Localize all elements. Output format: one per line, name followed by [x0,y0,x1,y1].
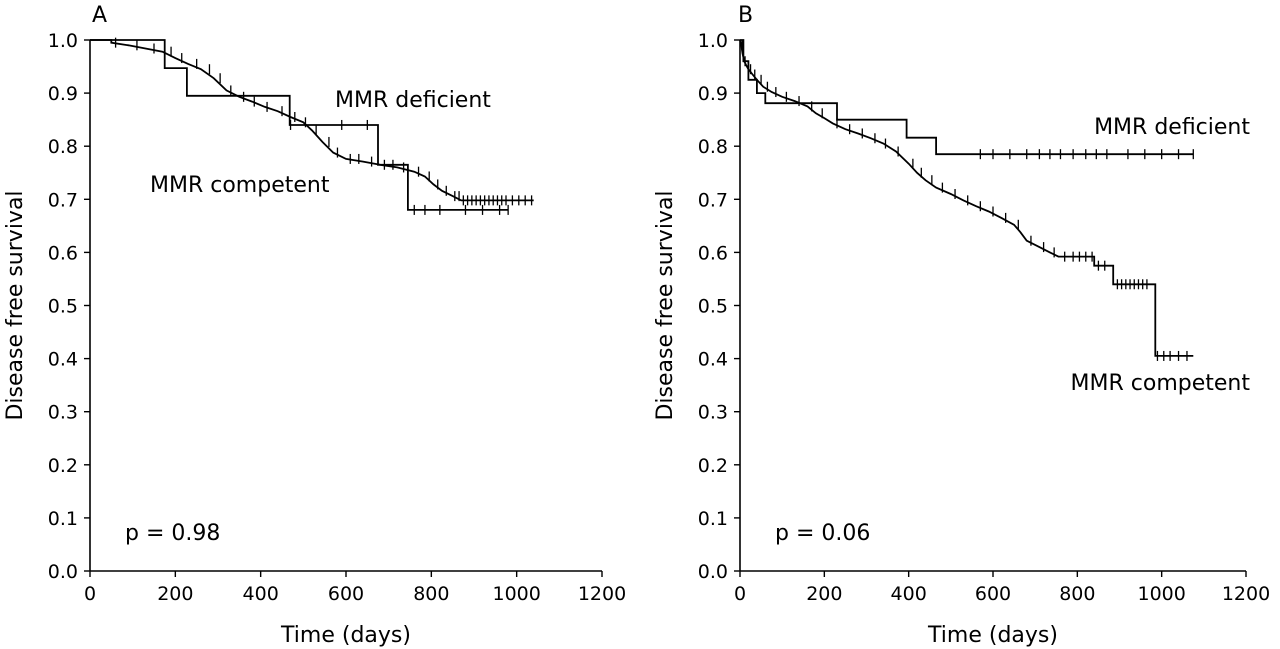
x-tick-label: 1000 [492,583,540,605]
panel-letter: A [92,3,107,28]
survival-curve-deficient [740,39,1194,156]
x-tick-label: 0 [84,583,96,605]
y-tick-label: 0.3 [48,402,78,424]
y-tick-label: 0.0 [48,561,78,583]
y-tick-label: 0.0 [698,561,728,583]
y-axis-title: Disease free survival [653,190,678,420]
y-tick-label: 0.1 [48,508,78,530]
y-tick-label: 1.0 [48,30,78,52]
p-value-annotation: p = 0.06 [775,521,870,546]
x-tick-label: 400 [243,583,279,605]
y-tick-label: 0.9 [698,83,728,105]
y-tick-label: 0.2 [698,455,728,477]
x-tick-label: 200 [806,583,842,605]
y-tick-label: 0.4 [48,349,78,371]
y-tick-label: 0.2 [48,455,78,477]
series-label: MMR competent [1071,371,1251,396]
panel-letter: B [738,3,753,28]
panel-a: 0.0 0.1 0.2 0.3 0.4 0.5 0.6 0.7 0.8 0.9 1.0 0 200 400… [3,3,626,648]
series-label: MMR competent [150,173,330,198]
y-tick-label: 0.1 [698,508,728,530]
y-axis-title: Disease free survival [3,190,28,420]
survival-curve-deficient [90,39,509,211]
y-tick-label: 0.9 [48,83,78,105]
x-tick-label: 400 [891,583,927,605]
x-tick-label: 200 [157,583,193,605]
y-tick-label: 1.0 [698,30,728,52]
x-tick-label: 1200 [578,583,626,605]
x-tick-label: 1000 [1137,583,1185,605]
x-tick-label: 1200 [1222,583,1270,605]
x-tick-label: 800 [413,583,449,605]
survival-curve-competent [739,39,1194,357]
x-tick-label: 0 [734,583,746,605]
y-tick-label: 0.8 [698,136,728,158]
y-tick-label: 0.4 [698,349,728,371]
x-tick-label: 600 [975,583,1011,605]
y-tick-label: 0.8 [48,136,78,158]
survival-curve-competent [90,39,534,202]
p-value-annotation: p = 0.98 [125,521,220,546]
y-tick-label: 0.5 [698,296,728,318]
y-tick-label: 0.7 [698,189,728,211]
y-tick-label: 0.6 [698,242,728,264]
panel-b: 0.0 0.1 0.2 0.3 0.4 0.5 0.6 0.7 0.8 0.9 1.0 0 200 400… [653,3,1270,648]
y-tick-label: 0.3 [698,402,728,424]
x-tick-label: 800 [1059,583,1095,605]
y-tick-label: 0.6 [48,242,78,264]
y-tick-label: 0.5 [48,296,78,318]
series-label: MMR deficient [1094,115,1250,140]
y-tick-label: 0.7 [48,189,78,211]
series-label: MMR deficient [335,88,491,113]
x-tick-label: 600 [328,583,364,605]
x-axis-title: Time (days) [280,623,411,648]
x-axis-title: Time (days) [927,623,1058,648]
